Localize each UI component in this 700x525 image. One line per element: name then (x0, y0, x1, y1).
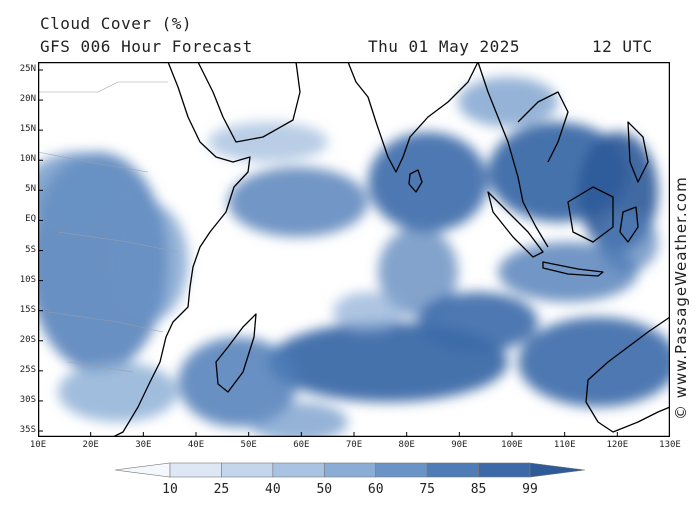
legend-swatch (323, 462, 377, 478)
lon-label: 30E (135, 440, 152, 450)
coastlines (112, 62, 670, 437)
forecast-model: GFS 006 Hour Forecast (40, 37, 253, 56)
legend-label: 25 (213, 482, 230, 497)
legend-label: 99 (522, 482, 538, 497)
legend-label: 85 (470, 482, 487, 497)
legend-label: 75 (419, 482, 435, 497)
legend-max-arrow (529, 462, 585, 478)
lon-label: 120E (606, 440, 629, 450)
lon-label: 80E (398, 440, 415, 450)
legend-label: 40 (265, 482, 281, 497)
lon-label: 60E (293, 440, 310, 450)
country-borders (38, 81, 179, 373)
lon-label: 10E (29, 440, 47, 450)
lon-label: 100E (501, 440, 523, 450)
map-ticks (38, 69, 670, 437)
legend-swatch (169, 462, 222, 478)
legend-swatch (221, 462, 274, 478)
lon-label: 40E (187, 440, 205, 450)
watermark-credit: © www.PassageWeather.com (672, 176, 690, 420)
map-title: Cloud Cover (%) (40, 14, 192, 33)
lon-label: 110E (553, 440, 576, 450)
legend-label: 50 (316, 482, 333, 497)
legend-label: 10 (162, 482, 178, 497)
legend-label: 60 (367, 482, 384, 497)
lat-label: 15N (19, 124, 36, 135)
forecast-time: 12 UTC (592, 37, 653, 56)
lat-label: 20N (19, 94, 36, 105)
lat-label: 25N (19, 64, 36, 74)
legend-swatch (272, 462, 325, 478)
lat-label: 35S (19, 425, 36, 435)
lat-label: 10S (19, 274, 36, 285)
lon-label: 20E (82, 440, 99, 450)
cloud-cover-map (38, 62, 670, 437)
lat-label: 20S (19, 334, 36, 345)
legend-min-arrow (115, 462, 171, 478)
lat-label: 5S (25, 244, 36, 255)
lat-label: EQ (25, 214, 36, 225)
lat-label: 15S (19, 304, 36, 315)
lon-label: 70E (345, 440, 363, 450)
legend-swatch (478, 462, 531, 478)
legend-swatch (426, 462, 479, 478)
cloud-field (38, 77, 670, 437)
lat-label: 25S (19, 364, 36, 375)
forecast-date: Thu 01 May 2025 (368, 37, 520, 56)
legend-swatch (375, 462, 428, 478)
lon-label: 50E (240, 440, 257, 450)
lat-label: 30S (19, 394, 36, 405)
lon-label: 90E (451, 440, 468, 450)
lat-label: 10N (19, 154, 36, 165)
lon-label: 130E (659, 440, 681, 450)
lat-label: 5N (25, 184, 36, 195)
color-legend (115, 462, 585, 478)
